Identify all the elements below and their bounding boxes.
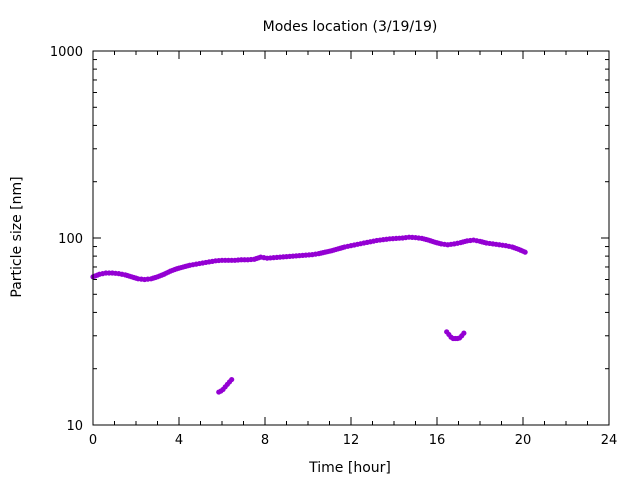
y-axis-label: Particle size [nm] xyxy=(9,176,25,297)
axis-ticks: 0 4 8 12 16 20 24 10 100 1000 xyxy=(50,45,617,448)
y-tick-label: 10 xyxy=(66,419,83,434)
y-tick-label: 100 xyxy=(58,232,83,247)
x-tick-label: 16 xyxy=(429,433,446,448)
x-tick-label: 24 xyxy=(601,433,618,448)
x-tick-label: 20 xyxy=(515,433,532,448)
x-tick-label: 4 xyxy=(175,433,183,448)
data-points xyxy=(90,234,528,395)
x-axis-label: Time [hour] xyxy=(308,460,391,476)
chart-title: Modes location (3/19/19) xyxy=(263,19,438,35)
data-point xyxy=(229,376,235,383)
y-tick-label: 1000 xyxy=(50,45,83,60)
data-point xyxy=(522,249,528,255)
x-tick-label: 0 xyxy=(89,433,97,448)
plot-frame xyxy=(92,50,610,426)
x-tick-label: 12 xyxy=(343,433,360,448)
x-tick-label: 8 xyxy=(261,433,269,448)
data-point xyxy=(461,330,467,336)
